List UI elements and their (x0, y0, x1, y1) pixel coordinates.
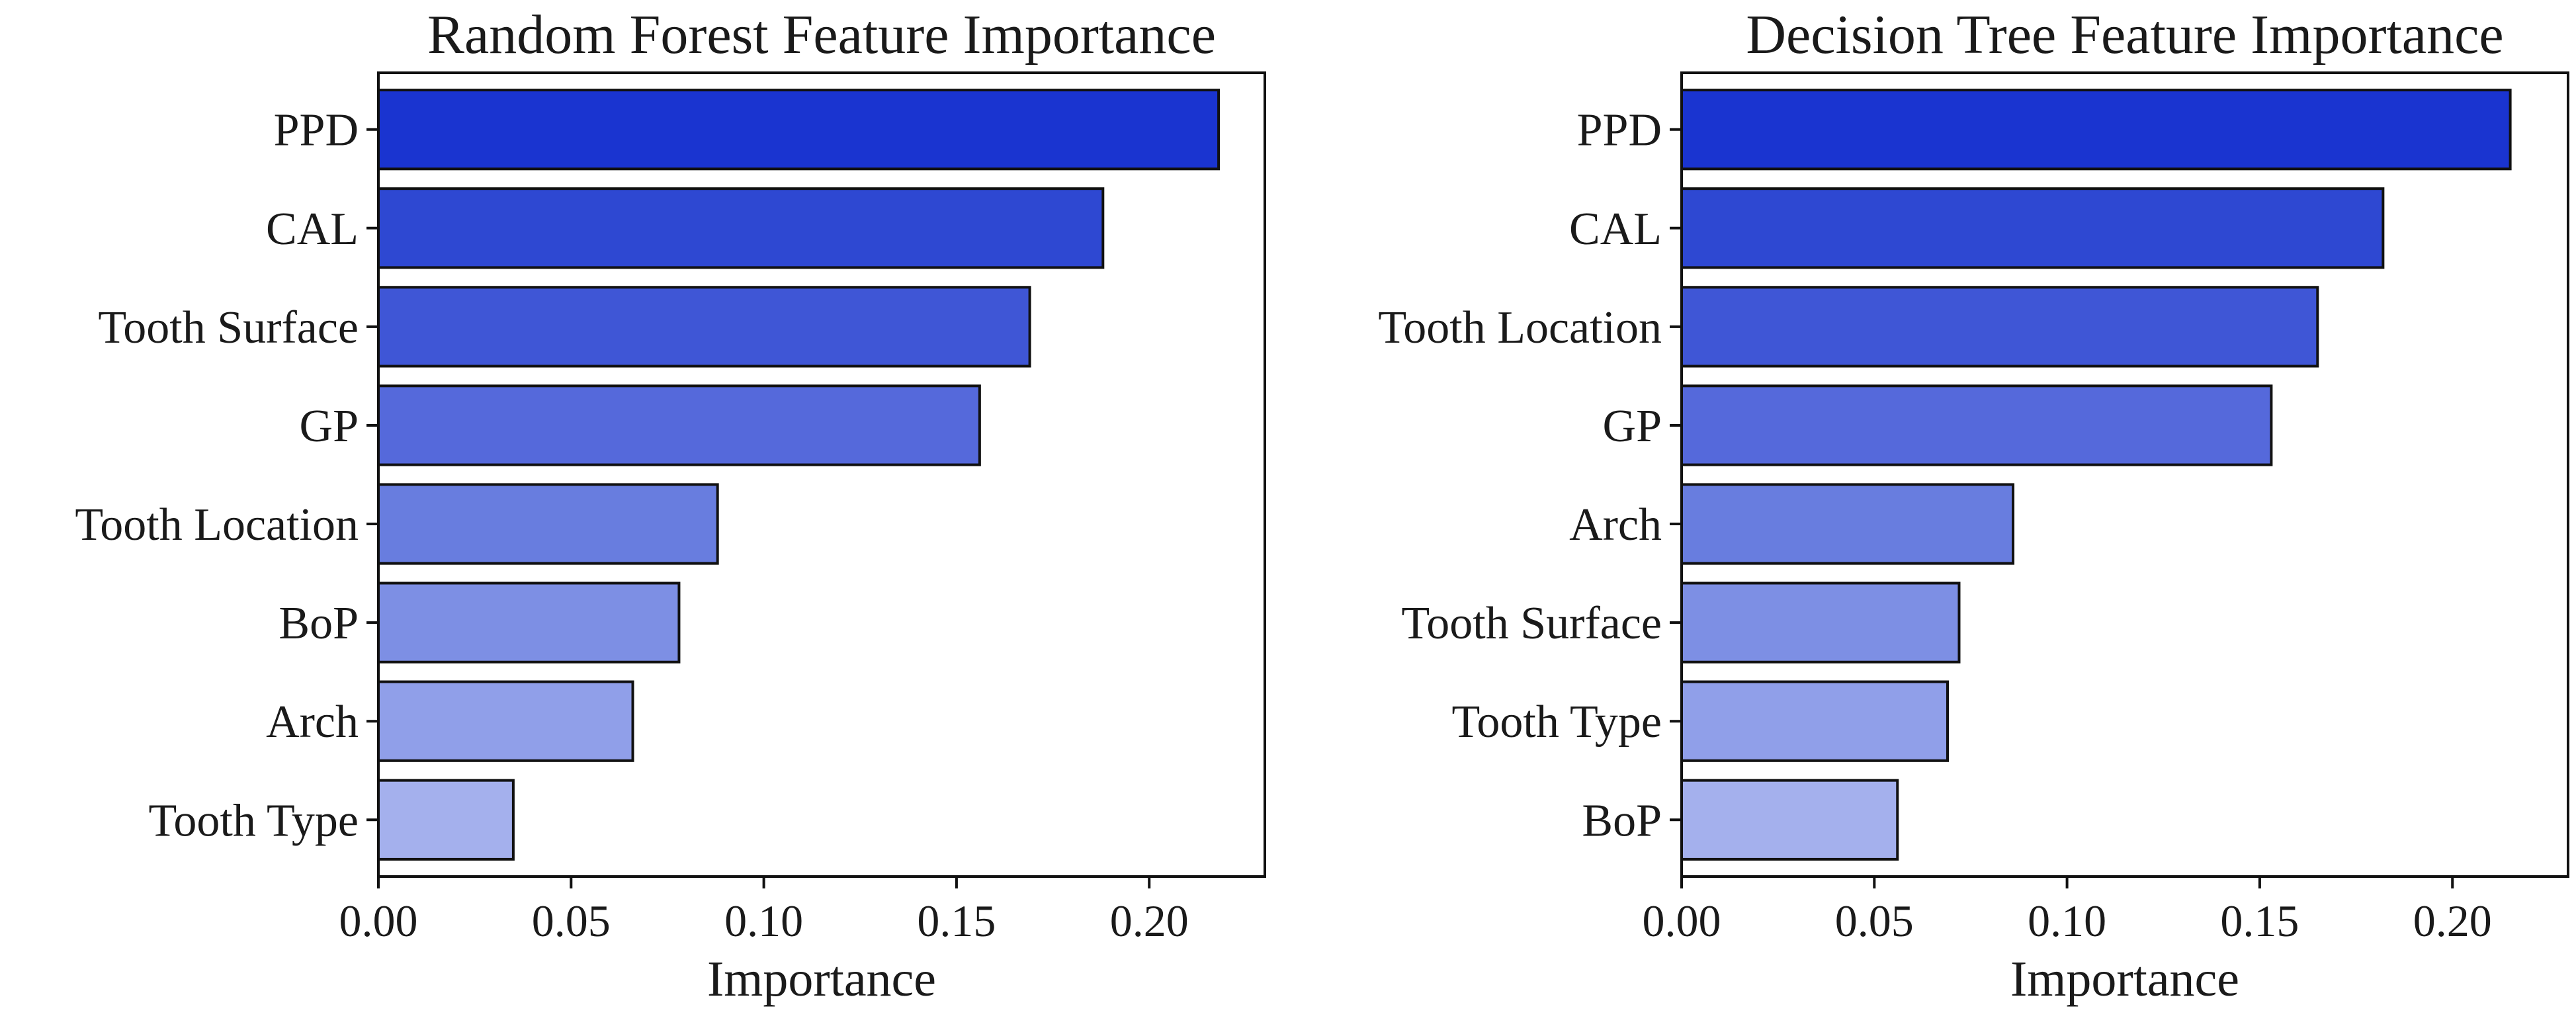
bar-dt-arch (1680, 483, 2015, 565)
x-axis-label-dt: Importance (2010, 951, 2239, 1007)
bar-dt-ppd (1680, 89, 2512, 171)
x-axis-label-rf: Importance (707, 951, 936, 1007)
chart-title-rf: Random Forest Feature Importance (427, 4, 1216, 65)
bar-dt-gp (1680, 384, 2273, 466)
bar-rf-cal (377, 187, 1105, 269)
category-label-rf-cal: CAL (266, 204, 359, 255)
plot-frame-rf (377, 71, 1266, 878)
bar-dt-tooth-surface (1680, 581, 1961, 664)
bar-dt-tooth-location (1680, 286, 2319, 368)
x-tick-label-dt-3: 0.15 (2220, 896, 2299, 946)
bar-rf-gp (377, 384, 981, 466)
bar-dt-tooth-type (1680, 680, 1949, 762)
x-tick-label-dt-1: 0.05 (1835, 896, 1914, 946)
category-label-dt-bop: BoP (1582, 795, 1662, 846)
decision-tree-chart: PPD CAL Tooth Location GP Arch Tooth Surface T… (1378, 4, 2569, 1007)
bar-rf-tooth-type (377, 779, 515, 861)
category-label-dt-ppd: PPD (1577, 105, 1662, 156)
x-tick-label-rf-4: 0.20 (1110, 896, 1189, 946)
x-tick-label-dt-0: 0.00 (1643, 896, 1721, 946)
bar-rf-tooth-location (377, 483, 719, 565)
bar-rf-ppd (377, 89, 1221, 171)
x-tick-label-rf-2: 0.10 (724, 896, 803, 946)
category-label-rf-bop: BoP (279, 598, 359, 649)
category-label-rf-gp: GP (300, 401, 359, 452)
category-label-rf-tooth-type: Tooth Type (149, 795, 359, 846)
bar-rf-arch (377, 680, 634, 762)
category-label-rf-ppd: PPD (274, 105, 359, 156)
category-label-dt-arch: Arch (1569, 499, 1662, 550)
plot-frame-dt (1680, 71, 2569, 878)
category-label-rf-tooth-surface: Tooth Surface (98, 302, 359, 353)
bar-dt-bop (1680, 779, 1899, 861)
x-tick-label-rf-1: 0.05 (532, 896, 611, 946)
bar-rf-bop (377, 581, 681, 664)
bar-dt-cal (1680, 187, 2385, 269)
x-tick-label-rf-0: 0.00 (339, 896, 418, 946)
category-label-dt-tooth-location: Tooth Location (1378, 302, 1662, 353)
x-tick-label-dt-2: 0.10 (2028, 896, 2106, 946)
category-label-dt-gp: GP (1603, 401, 1662, 452)
chart-title-dt: Decision Tree Feature Importance (1746, 4, 2503, 65)
x-tick-label-rf-3: 0.15 (917, 896, 996, 946)
category-label-rf-tooth-location: Tooth Location (75, 499, 359, 550)
category-label-dt-tooth-surface: Tooth Surface (1401, 598, 1662, 649)
category-label-dt-cal: CAL (1569, 204, 1662, 255)
category-label-rf-arch: Arch (266, 697, 359, 748)
random-forest-chart: PPD CAL Tooth Surface GP Tooth Location BoP Ar… (75, 4, 1266, 1007)
category-label-dt-tooth-type: Tooth Type (1452, 697, 1662, 748)
x-tick-label-dt-4: 0.20 (2413, 896, 2492, 946)
bar-rf-tooth-surface (377, 286, 1031, 368)
